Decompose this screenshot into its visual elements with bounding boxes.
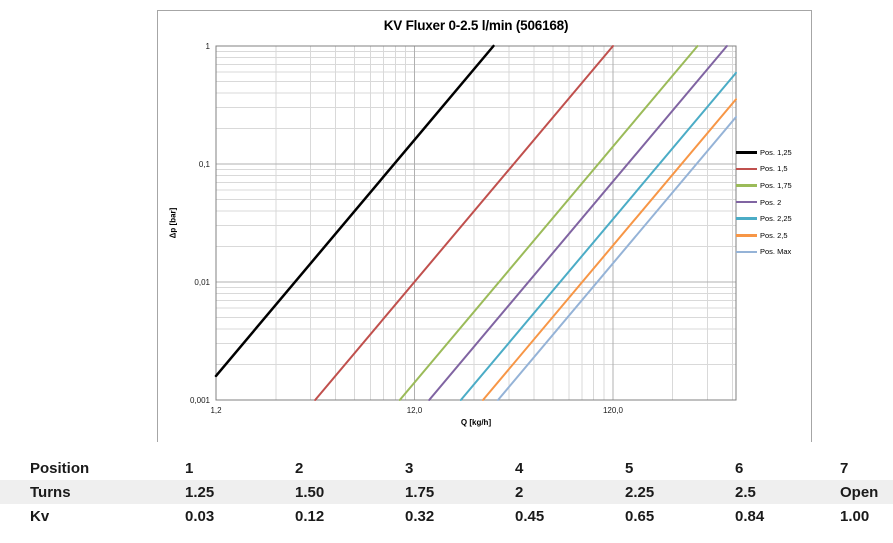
- table-row-kv: Kv 0.03 0.12 0.32 0.45 0.65 0.84 1.00: [0, 504, 893, 528]
- cell: 0.03: [185, 507, 215, 525]
- cell: 2.25: [625, 483, 655, 501]
- cell: 4: [515, 459, 524, 477]
- cell: 0.84: [735, 507, 765, 525]
- cell: 1.75: [405, 483, 435, 501]
- legend-swatch: [736, 167, 757, 171]
- legend-swatch: [736, 200, 757, 204]
- cell: 1.00: [840, 507, 870, 525]
- x-tick-label: 12,0: [407, 406, 423, 415]
- y-tick-label: 0,1: [199, 160, 211, 169]
- series-line-pos-1-75: [398, 45, 699, 401]
- chart-title: KV Fluxer 0-2.5 l/min (506168): [383, 18, 569, 33]
- legend-label: Pos. 1,25: [760, 147, 792, 157]
- legend-swatch: [736, 151, 757, 154]
- legend-label: Pos. 2: [760, 197, 782, 207]
- series-line-pos-1-25: [214, 44, 495, 378]
- y-tick-label: 0,001: [190, 396, 211, 405]
- series-line-pos-1-5: [314, 45, 614, 401]
- legend-item: Pos. 2: [736, 194, 792, 211]
- table-row-position: Position 1 2 3 4 5 6 7: [0, 456, 893, 480]
- cell: 1: [185, 459, 194, 477]
- legend-label: Pos. Max: [760, 247, 792, 257]
- series-line-pos-2-5: [481, 98, 737, 401]
- legend-swatch: [736, 217, 757, 220]
- legend-swatch: [736, 184, 757, 187]
- legend-label: Pos. 2,25: [760, 214, 792, 224]
- plot-border: [215, 45, 737, 401]
- cell: 2: [515, 483, 524, 501]
- legend-label: Pos. 1,5: [760, 164, 788, 174]
- legend-item: Pos. 1,5: [736, 161, 792, 178]
- legend-item: Pos. Max: [736, 244, 792, 261]
- legend-swatch: [736, 233, 757, 237]
- cell: 2: [295, 459, 304, 477]
- series-line-pos-2-25: [459, 71, 737, 401]
- x-tick-label: 1,2: [210, 406, 222, 415]
- cell: 2.5: [735, 483, 756, 501]
- series-line-pos-2: [428, 45, 728, 401]
- legend-label: Pos. 1,75: [760, 180, 792, 190]
- legend: Pos. 1,25 Pos. 1,5 Pos. 1,75 Pos. 2 Pos. 2,2…: [736, 144, 792, 260]
- x-axis-title: Q [kg/h]: [460, 418, 492, 427]
- y-tick-label: 1: [206, 42, 211, 51]
- y-tick-label: 0,01: [194, 278, 210, 287]
- row-label: Kv: [30, 507, 50, 525]
- legend-item: Pos. 1,25: [736, 144, 792, 161]
- table-row-turns: Turns 1.25 1.50 1.75 2 2.25 2.5 Open: [0, 480, 893, 504]
- series-line-pos-max: [497, 116, 737, 401]
- cell: 6: [735, 459, 744, 477]
- row-label: Position: [30, 459, 90, 477]
- kv-table: Position 1 2 3 4 5 6 7 Turns 1.25 1.50 1.75 2 2.25 2.5…: [0, 456, 893, 528]
- legend-swatch: [736, 250, 757, 254]
- legend-label: Pos. 2,5: [760, 230, 788, 240]
- cell: 3: [405, 459, 414, 477]
- cell: 0.45: [515, 507, 545, 525]
- cell: Open: [840, 483, 879, 501]
- legend-item: Pos. 2,25: [736, 210, 792, 227]
- cell: 1.50: [295, 483, 325, 501]
- legend-item: Pos. 2,5: [736, 227, 792, 244]
- legend-item: Pos. 1,75: [736, 177, 792, 194]
- chart-card: 1 0,1 0,01 0,001 1,2 12,0 120,0 KV Fluxer 0-2.…: [157, 10, 812, 442]
- cell: 0.12: [295, 507, 325, 525]
- x-tick-label: 120,0: [603, 406, 624, 415]
- y-axis-title: Δp [bar]: [168, 207, 178, 239]
- cell: 1.25: [185, 483, 215, 501]
- row-label: Turns: [30, 483, 71, 501]
- cell: 5: [625, 459, 634, 477]
- cell: 0.65: [625, 507, 655, 525]
- cell: 7: [840, 459, 849, 477]
- cell: 0.32: [405, 507, 435, 525]
